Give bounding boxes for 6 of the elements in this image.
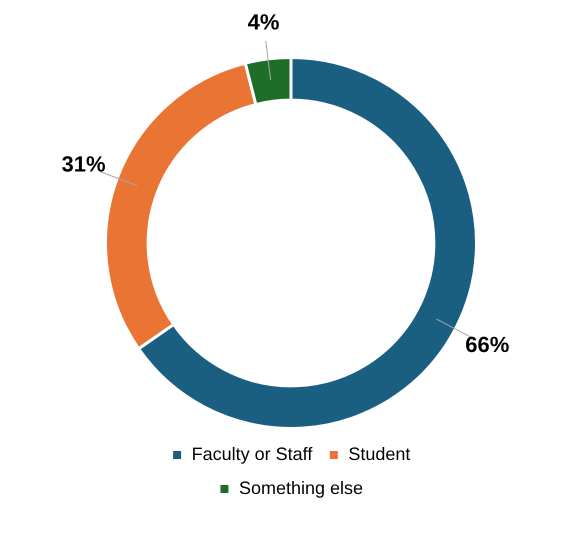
data-label: 66% — [465, 332, 510, 357]
legend-label: Something else — [238, 478, 364, 498]
data-label: 31% — [61, 152, 106, 177]
legend-label: Student — [348, 444, 410, 464]
legend-label: Faculty or Staff — [192, 444, 314, 464]
data-label: 4% — [248, 9, 280, 34]
